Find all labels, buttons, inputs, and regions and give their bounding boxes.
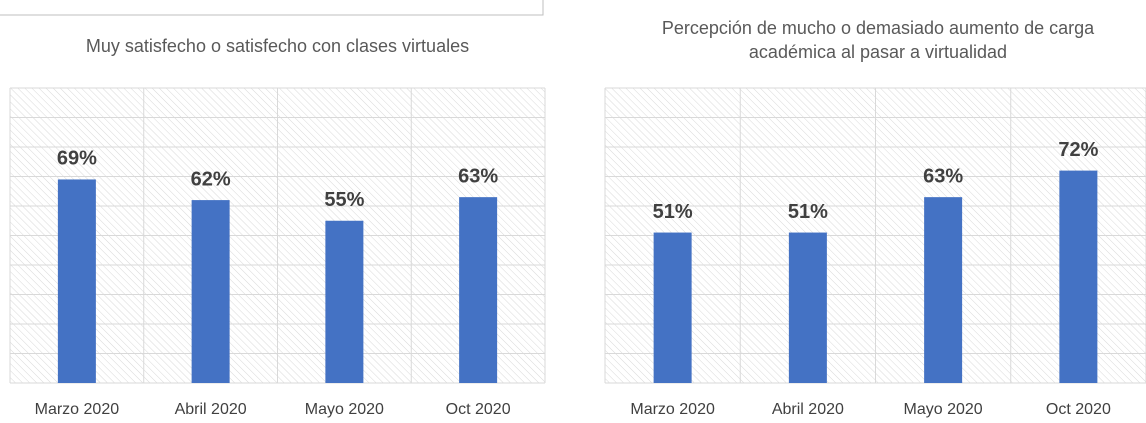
value-label: 63% — [458, 165, 498, 187]
x-tick-label: Abril 2020 — [175, 401, 247, 418]
bar — [325, 220, 364, 383]
bar — [1059, 170, 1098, 383]
value-label: 63% — [923, 165, 963, 187]
bar — [788, 232, 827, 383]
x-tick-label: Abril 2020 — [772, 401, 844, 418]
value-label: 51% — [653, 201, 693, 223]
x-tick-label: Oct 2020 — [446, 401, 511, 418]
x-tick-label: Mayo 2020 — [904, 401, 983, 418]
value-label: 69% — [57, 148, 97, 170]
bar — [191, 200, 230, 383]
value-label: 62% — [191, 168, 231, 190]
value-label: 51% — [788, 201, 828, 223]
bar — [924, 197, 963, 383]
x-tick-label: Marzo 2020 — [630, 401, 715, 418]
chart-title: Muy satisfecho o satisfecho con clases v… — [85, 36, 470, 56]
x-tick-label: Mayo 2020 — [305, 401, 384, 418]
value-label: 55% — [324, 189, 364, 211]
x-tick-label: Oct 2020 — [1046, 401, 1111, 418]
value-label: 72% — [1058, 139, 1098, 161]
chart-title: Percepción de mucho o demasiado aumento … — [661, 18, 1095, 62]
bar — [459, 197, 498, 383]
x-tick-label: Marzo 2020 — [35, 401, 120, 418]
bar — [653, 232, 692, 383]
bar — [57, 179, 96, 383]
frame-edge — [0, 0, 544, 16]
